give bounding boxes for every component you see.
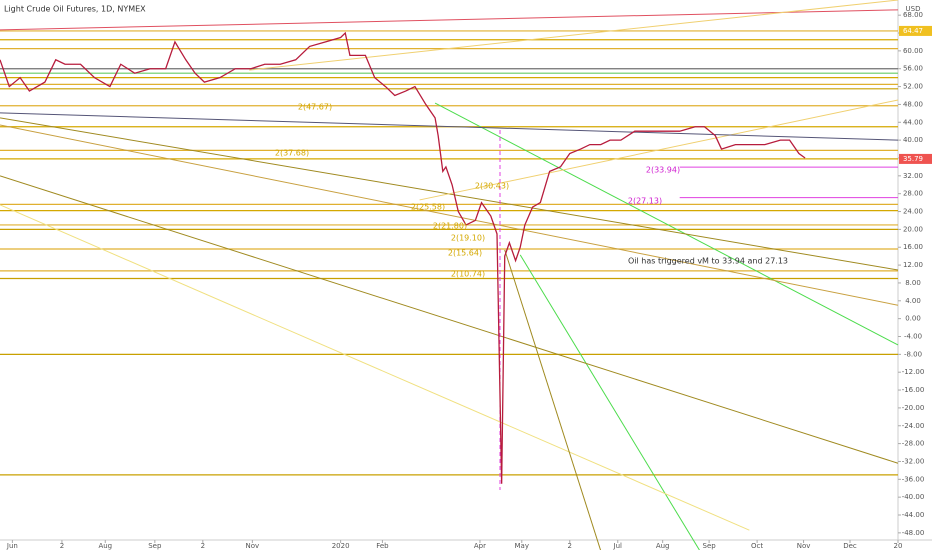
y-tick-label: 8.00: [905, 279, 921, 287]
x-tick-label: 2: [60, 542, 64, 550]
x-tick-label: 20: [894, 542, 903, 550]
trendline: [504, 249, 602, 550]
y-tick-label: 28.00: [903, 190, 923, 198]
trendline: [0, 175, 899, 464]
trendline: [0, 204, 750, 531]
y-tick-label: -20.00: [902, 404, 925, 412]
annotation: 2(30.43): [475, 182, 509, 191]
y-tick-label: 68.00: [903, 11, 923, 19]
x-tick-label: May: [515, 542, 529, 550]
x-tick-label: Oct: [751, 542, 763, 550]
x-tick-label: Jul: [613, 542, 623, 550]
y-tick-label: 48.00: [903, 100, 923, 108]
y-tick-label: -48.00: [902, 529, 925, 537]
y-tick-label: -28.00: [902, 440, 925, 448]
x-tick-label: Aug: [656, 542, 670, 550]
x-tick-label: 2: [201, 542, 205, 550]
x-tick-label: Sep: [703, 542, 717, 550]
y-tick-label: 24.00: [903, 208, 923, 216]
y-tick-label: -12.00: [902, 368, 925, 376]
x-tick-label: Nov: [246, 542, 260, 550]
x-tick-label: 2: [568, 542, 572, 550]
drawings: [0, 0, 899, 550]
chart-title: Light Crude Oil Futures, 1D, NYMEX: [4, 5, 146, 14]
y-tick-label: 44.00: [903, 118, 923, 126]
trendline: [0, 112, 899, 141]
y-tick-label: -8.00: [904, 350, 922, 358]
y-tick-label: -24.00: [902, 422, 925, 430]
y-tick-label: 0.00: [905, 315, 921, 323]
y-tick-label: 56.00: [903, 65, 923, 73]
y-tick-label: -32.00: [902, 457, 925, 465]
price-label-box: [899, 25, 932, 36]
y-tick-label: -36.00: [902, 475, 925, 483]
x-tick-label: Jun: [6, 542, 18, 550]
x-tick-label: 2020: [332, 542, 350, 550]
price-label-box: [899, 153, 932, 164]
y-tick-label: -44.00: [902, 511, 925, 519]
x-tick-label: Feb: [376, 542, 389, 550]
price-label: 64.47: [903, 27, 923, 35]
currency-label: USD: [906, 5, 921, 13]
annotation: 2(33.94): [646, 166, 680, 175]
y-tick-label: 20.00: [903, 225, 923, 233]
y-tick-label: 52.00: [903, 83, 923, 91]
trendline: [434, 102, 899, 346]
annotation: 2(21.80): [433, 222, 467, 231]
x-tick-label: Apr: [474, 542, 486, 550]
price-line: [0, 31, 806, 484]
y-tick-label: 32.00: [903, 172, 923, 180]
y-tick-label: 4.00: [905, 297, 921, 305]
annotation: 2(10.74): [451, 270, 485, 279]
y-tick-label: -16.00: [902, 386, 925, 394]
price-label: 35.79: [903, 155, 923, 163]
trendline: [249, 0, 899, 71]
annotation: 2(47.67): [298, 103, 332, 112]
x-tick-label: Dec: [843, 542, 857, 550]
annotation: 2(15.64): [448, 249, 482, 258]
trendline: [519, 254, 700, 550]
trendline: [419, 99, 899, 201]
trendline: [0, 9, 899, 31]
annotation: Oil has triggered vM to 33.94 and 27.13: [628, 257, 788, 266]
y-tick-label: -40.00: [902, 493, 925, 501]
x-tick-label: Aug: [98, 542, 112, 550]
annotation: 2(37.68): [275, 149, 309, 158]
x-tick-label: Nov: [797, 542, 811, 550]
annotation: 2(25.58): [411, 203, 445, 212]
x-tick-label: Sep: [148, 542, 162, 550]
y-tick-label: -4.00: [904, 332, 922, 340]
y-tick-label: 40.00: [903, 136, 923, 144]
annotation: 2(19.10): [451, 234, 485, 243]
trendline: [0, 124, 899, 306]
y-tick-label: 16.00: [903, 243, 923, 251]
annotation: 2(27.13): [628, 197, 662, 206]
y-tick-label: 12.00: [903, 261, 923, 269]
y-tick-label: 60.00: [903, 47, 923, 55]
